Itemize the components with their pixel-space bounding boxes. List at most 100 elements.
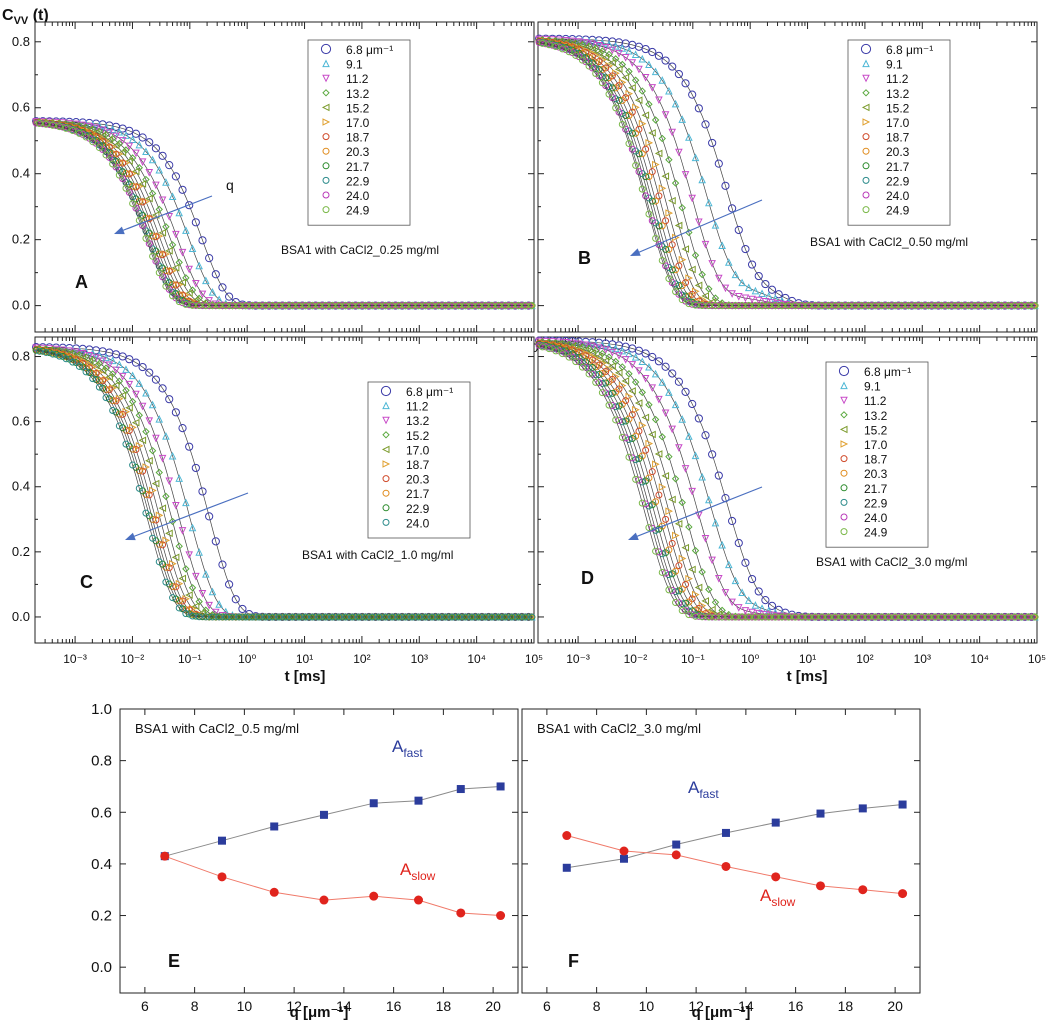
data-point	[165, 247, 173, 255]
panel-c: 0.0 0.2 0.4 0.6 0.8 10⁻³ 10⁻² 10⁻¹ 10⁰ 10¹ 10² 10³ 1…	[12, 336, 543, 666]
y-tick-label: 0.2	[91, 908, 112, 925]
data-point	[708, 260, 716, 268]
data-point	[738, 302, 746, 310]
data-point	[435, 302, 443, 310]
data-point	[816, 809, 825, 818]
data-point	[109, 406, 117, 414]
legend-label: 18.7	[406, 458, 430, 472]
data-point	[831, 302, 839, 310]
series-24.0	[35, 347, 536, 621]
data-point	[688, 399, 697, 409]
data-point	[631, 50, 640, 59]
data-point	[605, 378, 613, 386]
data-point	[368, 613, 376, 621]
legend-marker	[322, 118, 331, 126]
data-point	[75, 362, 83, 370]
data-point	[694, 414, 703, 423]
data-point	[661, 172, 670, 181]
panel-e: 0.00.20.40.60.81.06 8 10 12 14 16 18 20q [μm⁻¹]…	[91, 701, 519, 1021]
data-point	[208, 287, 217, 296]
data-point	[538, 39, 546, 47]
data-point	[594, 49, 603, 58]
data-point	[319, 895, 329, 905]
data-point	[98, 357, 107, 366]
data-point	[188, 584, 197, 592]
data-point	[672, 840, 681, 849]
data-point	[369, 799, 378, 808]
data-point	[971, 302, 979, 310]
data-point	[621, 377, 630, 385]
data-point	[308, 302, 316, 310]
legend-label: 15.2	[864, 423, 888, 437]
data-point	[335, 613, 343, 621]
data-point	[388, 613, 396, 621]
data-point	[714, 274, 723, 283]
legend-label: 13.2	[886, 87, 910, 101]
data-point	[665, 86, 673, 95]
data-point	[131, 167, 140, 176]
data-point	[125, 403, 133, 412]
data-point	[238, 604, 247, 614]
data-point	[588, 64, 596, 72]
data-point	[125, 355, 134, 364]
legend-marker	[382, 460, 391, 468]
data-point	[182, 498, 190, 507]
legend-label: 20.3	[864, 467, 888, 481]
data-point	[898, 889, 908, 899]
data-point	[728, 204, 737, 213]
x-tick-label: 18	[838, 998, 854, 1014]
data-point	[655, 96, 663, 105]
data-point	[688, 90, 697, 99]
data-point	[634, 399, 643, 407]
data-point	[672, 531, 680, 540]
data-point	[675, 282, 683, 290]
data-point	[654, 51, 664, 60]
x-tick-label: 10⁻³	[566, 652, 590, 666]
data-point	[132, 390, 140, 399]
data-point	[688, 290, 696, 298]
data-point	[375, 613, 383, 621]
data-point	[911, 302, 919, 310]
data-point	[255, 302, 263, 310]
data-point	[168, 451, 177, 460]
data-point	[89, 369, 97, 377]
data-point	[645, 439, 654, 448]
data-point	[225, 580, 234, 589]
panel-letter: A	[75, 272, 88, 292]
data-point	[645, 139, 654, 147]
legend-marker	[322, 89, 330, 97]
data-point	[375, 302, 383, 310]
data-point	[705, 495, 713, 504]
data-point	[638, 119, 647, 128]
legend-label: 9.1	[886, 58, 903, 72]
x-tick-label: 10¹	[799, 652, 816, 666]
data-point	[171, 264, 180, 272]
legend-label: 22.9	[864, 496, 888, 510]
x-tick-label: 10	[237, 998, 253, 1014]
data-point	[105, 361, 114, 370]
data-point	[169, 594, 177, 602]
data-point	[645, 401, 653, 409]
data-point	[162, 178, 170, 186]
data-point	[131, 358, 141, 367]
data-point	[964, 302, 972, 310]
data-point	[661, 56, 670, 65]
y-tick-label: 0.8	[12, 349, 30, 364]
x-tick-label: 10⁻²	[121, 652, 145, 666]
data-point	[724, 560, 733, 569]
data-point	[192, 280, 200, 288]
data-point	[858, 804, 867, 813]
legend-marker	[862, 162, 870, 170]
data-point	[441, 613, 449, 621]
data-point	[621, 356, 630, 364]
data-point	[655, 491, 663, 499]
data-point	[262, 613, 270, 621]
data-point	[688, 194, 697, 203]
data-point	[595, 42, 603, 50]
data-point	[601, 357, 610, 365]
data-point	[155, 414, 164, 423]
data-point	[645, 210, 653, 218]
data-point	[135, 379, 144, 387]
data-point	[288, 302, 296, 310]
